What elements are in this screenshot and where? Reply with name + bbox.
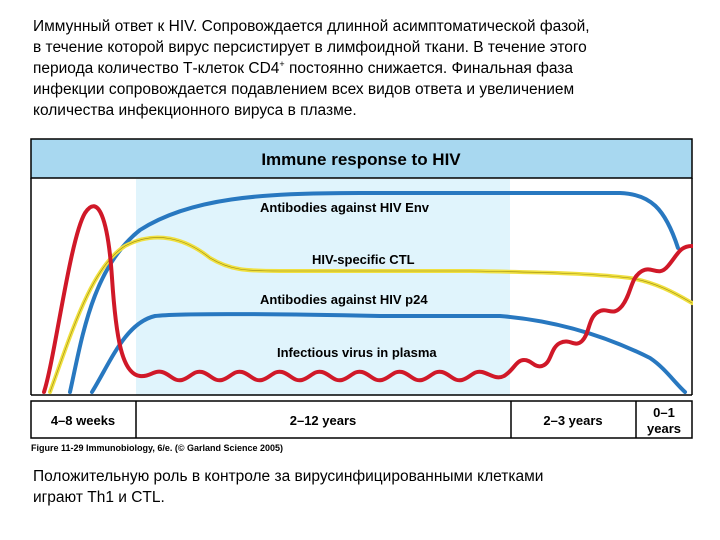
- intro-line-3-end: постоянно снижается. Финальная фаза: [284, 60, 574, 77]
- label-p24-antibodies: Antibodies against HIV p24: [260, 292, 428, 307]
- diagram-header-band: [30, 138, 693, 179]
- intro-line-3-start: периода количество Т-клеток CD4: [33, 60, 280, 77]
- chronic-phase-shading: [136, 179, 510, 395]
- p24-antibody-curve: [90, 312, 687, 394]
- env-antibody-curve: [68, 191, 680, 394]
- label-ctl: HIV-specific CTL: [312, 252, 415, 267]
- outro-line-2: играют Th1 и CTL.: [33, 489, 165, 506]
- outro-line-1: Положительную роль в контроле за вирусин…: [33, 468, 544, 485]
- intro-line-5: количества инфекционного вируса в плазме…: [33, 102, 357, 119]
- label-env-antibodies: Antibodies against HIV Env: [260, 200, 430, 215]
- intro-line-3: периода количество Т-клеток CD4+ постоян…: [33, 58, 703, 79]
- outro-paragraph: Положительную роль в контроле за вирусин…: [33, 466, 703, 508]
- caption-prefix: Figure 11-29 Immunobiology, 6/e.: [31, 443, 175, 453]
- intro-line-1: Иммунный ответ к HIV. Сопровождается дли…: [33, 18, 590, 35]
- figure-caption: Figure 11-29 Immunobiology, 6/e. (© Garl…: [31, 443, 283, 453]
- intro-paragraph: Иммунный ответ к HIV. Сопровождается дли…: [33, 16, 703, 121]
- immune-response-diagram: Immune response to HIV Antibodies agains…: [30, 138, 693, 439]
- ctl-curve-outline: [49, 237, 693, 393]
- intro-line-2: в течение которой вирус персистирует в л…: [33, 39, 587, 56]
- diagram-title: Immune response to HIV: [261, 150, 461, 169]
- intro-line-4: инфекции сопровождается подавлением всех…: [33, 81, 575, 98]
- timeline-bar: [30, 400, 693, 439]
- timeline-final-phase-line1: 0–1: [653, 405, 675, 420]
- timeline-final-phase-line2: years: [647, 421, 681, 436]
- timeline-acute-phase: 4–8 weeks: [51, 413, 115, 428]
- caption-copyright: (© Garland Science 2005): [174, 443, 284, 453]
- virus-curve: [42, 204, 693, 394]
- timeline-late-phase: 2–3 years: [543, 413, 602, 428]
- label-infectious-virus: Infectious virus in plasma: [277, 345, 437, 360]
- cd4-plus-superscript: +: [279, 58, 285, 69]
- timeline-chronic-phase: 2–12 years: [290, 413, 357, 428]
